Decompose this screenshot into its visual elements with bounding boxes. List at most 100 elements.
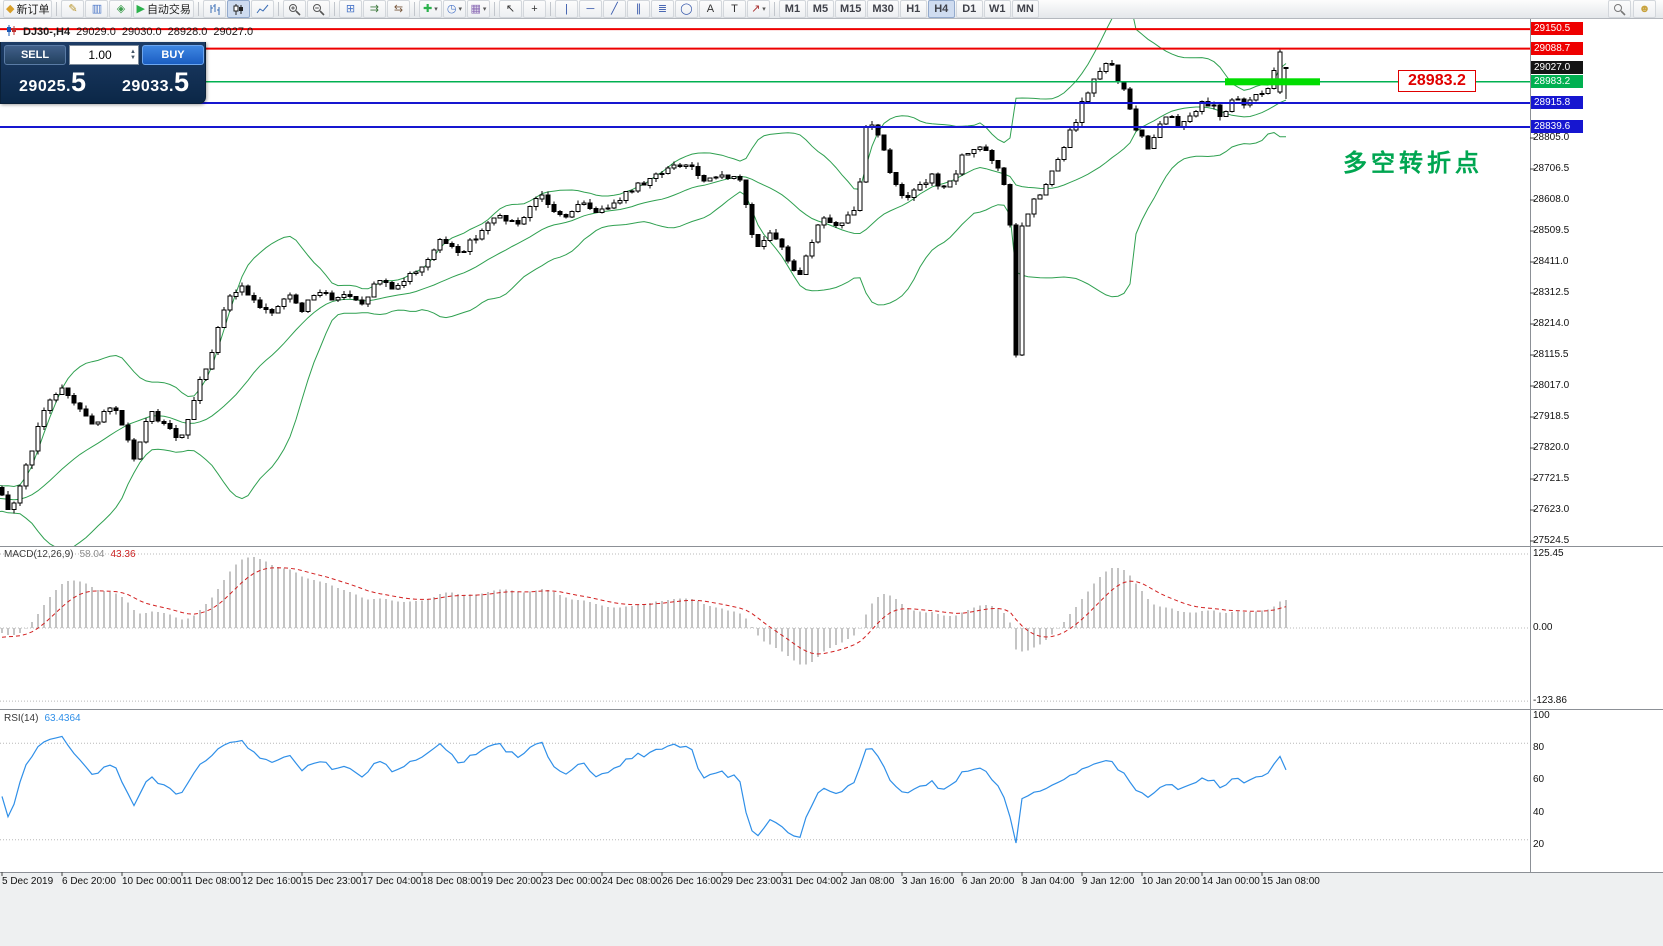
buy-price[interactable]: 29033.5 [122,67,189,97]
timeframe-m15-button[interactable]: M15 [834,0,867,18]
indicators-button[interactable]: ✚ ▾ [418,0,442,18]
periods-button[interactable]: ◷ ▾ [442,0,466,18]
time-axis-label: 31 Dec 04:00 [782,876,842,887]
time-axis-label: 15 Jan 08:00 [1262,876,1320,887]
time-axis-label: 14 Jan 00:00 [1202,876,1260,887]
volume-input[interactable] [69,45,139,65]
highlight-rectangle[interactable] [1225,78,1320,86]
time-axis-label: 26 Dec 16:00 [662,876,722,887]
horizontal-line-button[interactable]: ─ [578,0,602,18]
label-button[interactable]: T [722,0,746,18]
sell-price[interactable]: 29025.5 [19,67,86,97]
price-level-label[interactable]: 28983.2 [1398,70,1476,92]
navigator-button[interactable]: ◈ [109,0,133,18]
macd-axis-label: -123.86 [1533,695,1567,707]
zoom-out-button[interactable] [306,0,330,18]
search-button[interactable] [1608,0,1631,18]
timeframe-m30-button[interactable]: M30 [867,0,899,18]
bar-chart-button[interactable] [202,0,226,18]
vertical-line-button[interactable]: | [554,0,578,18]
toolbar-separator [773,2,775,16]
spinner-down-icon[interactable]: ▼ [130,55,136,61]
toolbar-separator [277,2,279,16]
fibonacci-button[interactable]: ≣ [650,0,674,18]
time-axis-label: 9 Jan 12:00 [1082,876,1135,887]
line-chart-button[interactable] [250,0,274,18]
price-axis-label: 27623.0 [1533,503,1570,515]
turning-point-annotation[interactable]: 多空转折点 [1343,150,1483,177]
rsi-axis-label: 20 [1533,838,1545,850]
current-price-tag: 29027.0 [1531,60,1583,74]
tile-windows-button[interactable]: ⊞ [338,0,362,18]
timeframe-h1-button[interactable]: H1 [899,0,927,18]
price-axis-label: 27524.5 [1533,534,1570,546]
new-order-button[interactable]: ◆ 新订单 [3,0,53,18]
time-axis-label: 8 Jan 04:00 [1022,876,1075,887]
macd-indicator-label: MACD(12,26,9) 58.04 43.36 [4,549,136,560]
timeframe-h4-button[interactable]: H4 [927,0,955,18]
autotrading-button[interactable]: ▶ 自动交易 [133,0,194,18]
time-axis-label: 6 Jan 20:00 [962,876,1015,887]
price-axis-label: 27820.0 [1533,441,1570,453]
buy-button-label: BUY [161,49,185,61]
time-axis-label: 23 Dec 00:00 [542,876,602,887]
price-axis-label: 28017.0 [1533,379,1570,391]
one-click-trading-panel: SELL ▲▼ BUY 29025.5 29033.5 [0,42,206,104]
rsi-indicator-label: RSI(14) 63.4364 [4,713,81,724]
channel-button[interactable]: ∥ [626,0,650,18]
timeframe-w1-button[interactable]: W1 [983,0,1011,18]
sell-button-label: SELL [20,49,50,61]
price-axis-label: 28312.5 [1533,286,1570,298]
sell-button[interactable]: SELL [4,45,66,65]
chart-title: DJ30-,H4 29029.0 29030.0 28928.0 29027.0 [6,25,253,39]
time-axis-label: 5 Dec 2019 [2,876,54,887]
arrows-button[interactable]: ↗ ▾ [746,0,770,18]
trendline-button[interactable]: ╱ [602,0,626,18]
price-axis-label: 27918.5 [1533,410,1570,422]
price-axis-label: 27721.5 [1533,472,1570,484]
toolbar-separator [333,2,335,16]
cursor-button[interactable]: ↖ [498,0,522,18]
timeframe-d1-button[interactable]: D1 [955,0,983,18]
rsi-line [1,735,1287,844]
market-watch-button[interactable]: ▥ [85,0,109,18]
timeframe-m5-button[interactable]: M5 [806,0,834,18]
price-axis-label: 28805.0 [1533,131,1570,143]
volume-field: ▲▼ [69,45,139,65]
rsi-panel [0,735,1530,844]
time-axis-label: 11 Dec 08:00 [182,876,241,887]
time-axis-label: 15 Dec 23:00 [302,876,362,887]
toolbar: ◆ 新订单 ✎ ▥ ◈ ▶ 自动交易 ⊞ ⇉ ⇆ ✚ ▾ ◷ ▾ ▦ ▾ ↖ + | ─ ╱ ∥ ≣ ◯ A T ↗ ▾ M1 M5 M15… [0,0,1663,19]
toolbar-right-group: ☻ [1608,0,1660,18]
auto-scroll-button[interactable]: ⇉ [362,0,386,18]
templates-button[interactable]: ▦ ▾ [466,0,490,18]
shapes-button[interactable]: ◯ [674,0,698,18]
toolbar-separator [549,2,551,16]
bar-high-value: 29030.0 [121,26,162,38]
time-axis-label: 10 Dec 00:00 [122,876,182,887]
zoom-in-button[interactable] [282,0,306,18]
candlestick-chart-button[interactable] [226,0,250,18]
spinner-up-icon[interactable]: ▲ [130,49,136,55]
community-button[interactable]: ☻ [1633,0,1656,18]
chart-shift-button[interactable]: ⇆ [386,0,410,18]
volume-spinner[interactable]: ▲ ▼ [128,46,138,64]
price-tag-29088.7: 29088.7 [1531,41,1583,55]
toolbar-separator [493,2,495,16]
macd-signal-line [1,567,1287,655]
timeframe-mn-button[interactable]: MN [1011,0,1039,18]
chart-window-icon [6,25,17,39]
text-button[interactable]: A [698,0,722,18]
crosshair-button[interactable]: + [522,0,546,18]
macd-panel [0,553,1530,702]
price-axis-label: 28214.0 [1533,317,1570,329]
metaeditor-button[interactable]: ✎ [61,0,85,18]
macd-axis-label: 125.45 [1533,548,1564,559]
price-axis-label: 28706.5 [1533,162,1570,174]
timeframe-m1-button[interactable]: M1 [778,0,806,18]
buy-button[interactable]: BUY [142,45,204,65]
time-axis-label: 3 Jan 16:00 [902,876,955,887]
time-axis-label: 12 Dec 16:00 [242,876,302,887]
